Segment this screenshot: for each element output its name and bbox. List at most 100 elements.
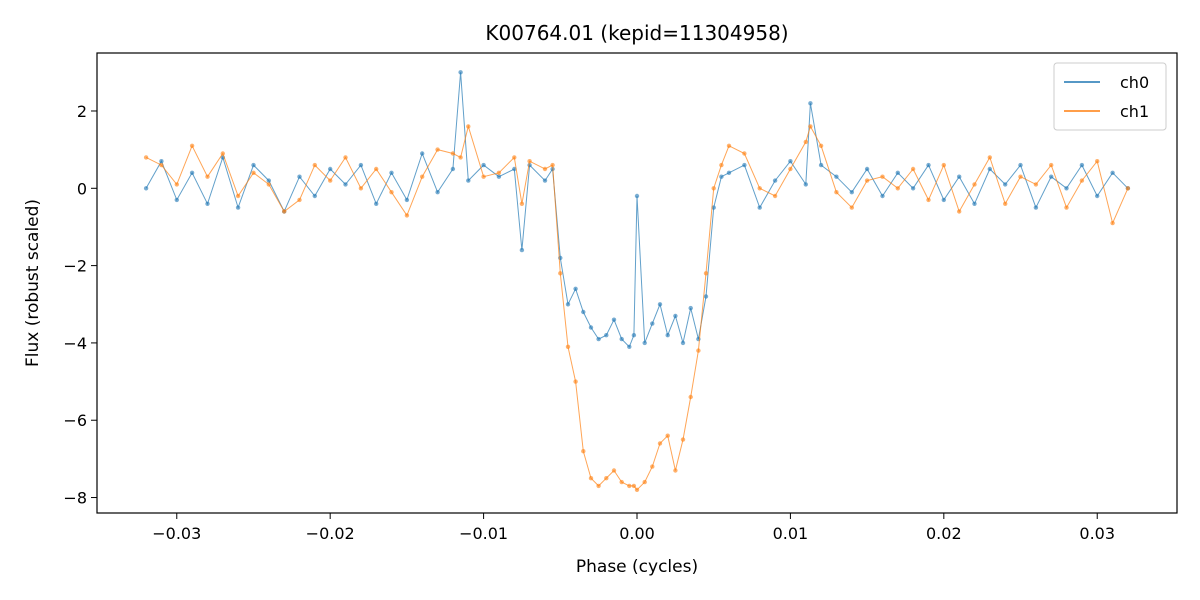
data-point-ch0 — [910, 186, 916, 191]
x-tick-label: 0.01 — [773, 524, 809, 543]
data-point-ch0 — [803, 182, 808, 187]
data-point-ch1 — [558, 271, 563, 276]
data-point-ch0 — [458, 70, 463, 75]
data-point-ch0 — [235, 205, 241, 210]
data-point-ch0 — [159, 159, 164, 164]
data-point-ch1 — [688, 394, 693, 400]
data-point-ch1 — [282, 209, 287, 214]
data-point-ch0 — [466, 178, 471, 183]
data-point-ch1 — [343, 155, 348, 160]
y-tick-label: −2 — [63, 257, 87, 276]
x-axis-label: Phase (cycles) — [576, 557, 698, 577]
data-point-ch1 — [711, 186, 716, 191]
data-point-ch0 — [757, 205, 762, 210]
data-point-ch0 — [565, 302, 571, 307]
data-point-ch0 — [680, 340, 686, 346]
data-point-ch0 — [374, 201, 379, 206]
data-point-ch0 — [834, 174, 839, 179]
data-point-ch0 — [588, 325, 594, 330]
data-point-ch1 — [972, 182, 977, 187]
y-tick-label: −4 — [63, 334, 87, 353]
data-point-ch1 — [404, 213, 410, 218]
data-point-ch0 — [389, 170, 394, 175]
data-point-ch1 — [757, 186, 762, 191]
legend-box — [1053, 62, 1167, 131]
data-point-ch1 — [527, 159, 532, 164]
data-point-ch1 — [719, 162, 724, 168]
data-point-ch1 — [1003, 201, 1008, 206]
series-line-ch0 — [145, 72, 1129, 348]
data-point-ch0 — [926, 162, 931, 168]
data-point-ch1 — [650, 464, 655, 469]
y-tick-label: 0 — [77, 179, 87, 198]
data-point-ch0 — [358, 162, 364, 168]
data-point-ch1 — [1018, 174, 1023, 179]
data-point-ch1 — [450, 151, 456, 156]
data-point-ch0 — [688, 305, 693, 311]
data-point-ch0 — [880, 193, 885, 199]
data-point-ch0 — [596, 336, 601, 342]
data-point-ch1 — [726, 143, 732, 148]
data-point-ch0 — [1003, 182, 1008, 187]
x-tick-label: −0.03 — [152, 524, 201, 543]
data-point-ch1 — [596, 483, 601, 489]
data-point-ch1 — [680, 437, 686, 442]
data-point-ch1 — [1049, 162, 1054, 168]
data-point-ch0 — [634, 193, 640, 199]
data-point-ch1 — [849, 205, 854, 210]
y-axis-label: Flux (robust scaled) — [23, 199, 43, 367]
y-axis: 2 0 −2 −4 −6 −8 — [63, 102, 97, 508]
x-tick-label: 0.02 — [926, 524, 962, 543]
data-point-ch1 — [251, 170, 256, 175]
y-tick-label: −8 — [63, 489, 87, 508]
data-point-ch0 — [542, 178, 548, 183]
x-tick-label: 0.00 — [619, 524, 655, 543]
data-point-ch1 — [328, 178, 333, 183]
data-point-ch1 — [466, 124, 471, 129]
data-point-ch0 — [496, 174, 502, 179]
data-point-ch0 — [719, 174, 724, 179]
data-point-ch0 — [941, 197, 946, 203]
data-point-ch1 — [435, 147, 440, 152]
data-point-ch1 — [665, 433, 670, 438]
data-point-ch0 — [450, 166, 456, 172]
data-point-ch1 — [631, 483, 637, 489]
data-point-ch1 — [481, 174, 486, 179]
data-point-ch1 — [880, 174, 885, 179]
data-point-ch0 — [742, 162, 747, 168]
data-point-ch1 — [834, 190, 839, 195]
data-point-ch0 — [788, 159, 793, 164]
data-point-ch1 — [673, 468, 678, 473]
data-point-ch1 — [895, 186, 900, 191]
data-point-ch0 — [650, 321, 655, 326]
data-point-ch1 — [235, 193, 241, 199]
series-layer — [143, 70, 1131, 492]
data-point-ch0 — [864, 166, 870, 172]
data-point-ch1 — [496, 170, 502, 175]
data-point-ch0 — [1095, 193, 1100, 199]
data-point-ch1 — [696, 348, 701, 353]
data-point-ch0 — [205, 201, 210, 206]
data-point-ch1 — [941, 162, 946, 168]
data-point-ch0 — [611, 317, 617, 322]
data-point-ch0 — [726, 170, 732, 175]
data-point-ch1 — [143, 155, 149, 160]
plot-frame — [96, 52, 1178, 514]
data-point-ch1 — [619, 479, 624, 485]
data-point-ch1 — [588, 476, 594, 481]
data-point-ch0 — [987, 166, 992, 172]
data-point-ch0 — [266, 178, 271, 183]
data-point-ch0 — [665, 333, 670, 338]
data-point-ch0 — [818, 162, 824, 168]
data-point-ch1 — [772, 193, 778, 199]
data-point-ch0 — [420, 151, 425, 156]
data-point-ch1 — [220, 151, 225, 156]
data-point-ch1 — [389, 190, 394, 195]
data-point-ch1 — [266, 182, 271, 187]
data-point-ch0 — [619, 336, 624, 342]
data-point-ch0 — [519, 247, 525, 253]
data-point-ch0 — [189, 170, 195, 175]
data-point-ch0 — [573, 286, 578, 291]
legend-label-ch1: ch1 — [1120, 102, 1149, 121]
